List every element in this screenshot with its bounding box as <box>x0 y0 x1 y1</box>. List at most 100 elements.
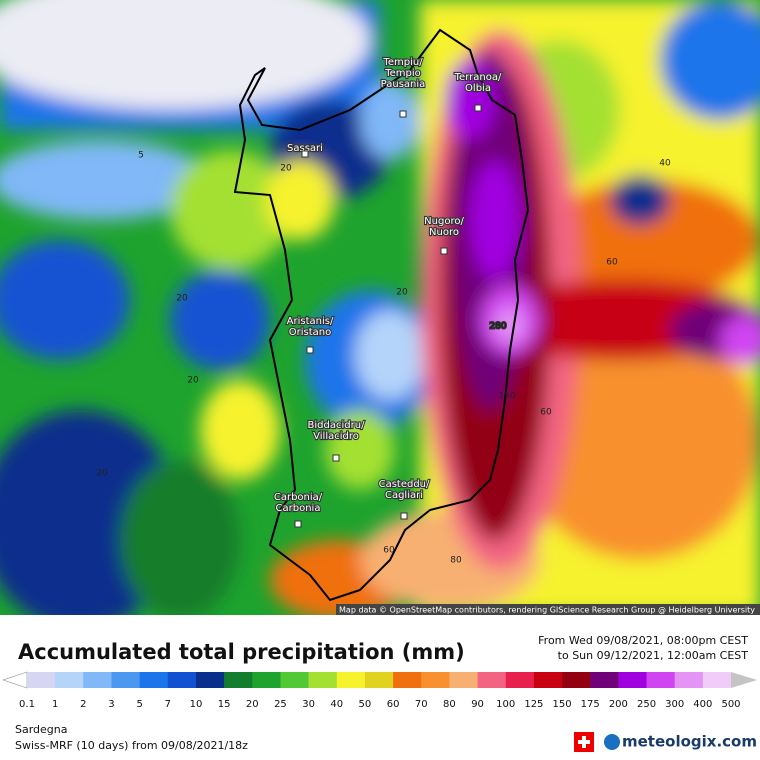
city-label: Nuoro <box>429 227 459 238</box>
scale-box <box>674 672 704 688</box>
legend-title: Accumulated total precipitation (mm) <box>18 640 465 664</box>
scale-tick-label: 25 <box>274 699 287 710</box>
city-marker <box>301 150 309 158</box>
contour-label: 150 <box>498 392 515 402</box>
scale-tick-label: 200 <box>609 699 628 710</box>
scale-box <box>139 672 169 688</box>
coastline <box>233 28 530 602</box>
city-label: Biddacidru/ <box>308 420 366 431</box>
city-label: Oristano <box>289 327 331 338</box>
scale-box <box>618 672 647 688</box>
region: Sardegna <box>15 723 68 736</box>
scale-tick-label: 500 <box>721 699 740 710</box>
period-from: From Wed 09/08/2021, 08:00pm CEST <box>538 634 748 647</box>
scale-tick-label: 70 <box>415 699 428 710</box>
city-label: Sassari <box>287 143 323 154</box>
contour-label: 20 <box>187 376 199 386</box>
scale-box <box>702 672 732 688</box>
scale-box <box>364 672 394 688</box>
city-label: Carbonia <box>276 503 321 514</box>
scale-tick-label: 50 <box>359 699 372 710</box>
scale-tick-label: 15 <box>218 699 231 710</box>
city-marker <box>474 104 482 112</box>
city-label: Nugoro/ <box>424 216 464 227</box>
swiss-cross <box>578 736 590 748</box>
period-to: to Sun 09/12/2021, 12:00am CEST <box>558 649 749 662</box>
scale-box <box>646 672 675 688</box>
scale-box <box>83 672 112 688</box>
scale-box <box>111 672 140 688</box>
contour-label: 60 <box>606 258 618 268</box>
city-label: Casteddu/ <box>379 479 430 490</box>
city-label: Olbia <box>465 83 491 94</box>
city-label: Tempiu/ <box>382 57 423 68</box>
scale-tick-label: 400 <box>693 699 712 710</box>
scale-tick-label: 60 <box>387 699 400 710</box>
city-marker <box>399 110 407 118</box>
scale-box <box>590 672 619 688</box>
city-label: Pausania <box>381 79 426 90</box>
scale-box <box>27 672 56 688</box>
scale-tick-label: 300 <box>665 699 684 710</box>
color-scale: 0.1 1 2 3 5 7 10 15 20 25 30 40 50 60 70 80 90 100 125 150 1… <box>2 671 757 710</box>
contour-label: 40 <box>659 159 671 169</box>
scale-tick-label: 5 <box>136 699 142 710</box>
city-marker <box>440 247 448 255</box>
city-label: Tempio <box>384 68 421 79</box>
contour-label: 80 <box>450 556 462 566</box>
contour-label: 60 <box>383 546 395 556</box>
scale-tick-label: 1 <box>52 699 58 710</box>
scale-box <box>505 672 535 688</box>
scale-tick-label: 90 <box>471 699 484 710</box>
scale-tick-label: 80 <box>443 699 456 710</box>
scale-arrow-low <box>2 671 28 689</box>
scale-tick-label: 2 <box>80 699 86 710</box>
city-marker <box>306 346 314 354</box>
attribution-bg <box>336 604 760 615</box>
scale-tick-label: 0.1 <box>19 699 35 710</box>
brand-logo <box>604 734 620 750</box>
scale-box <box>421 672 450 688</box>
contour-label: 280 <box>489 322 506 332</box>
scale-box <box>280 672 309 688</box>
scale-tick-label: 20 <box>246 699 259 710</box>
brand[interactable]: meteologix.com <box>622 733 757 751</box>
contour-label: 20 <box>96 469 108 479</box>
scale-box <box>336 672 366 688</box>
scale-box <box>308 672 338 688</box>
contour-label: 20 <box>176 294 188 304</box>
scale-tick-label: 3 <box>108 699 114 710</box>
scale-box <box>55 672 84 688</box>
attribution: Map data © OpenStreetMap contributors, r… <box>339 606 755 615</box>
scale-tick-label: 150 <box>552 699 571 710</box>
city-label: Aristanis/ <box>287 316 334 327</box>
scale-tick-label: 40 <box>330 699 343 710</box>
scale-tick-label: 10 <box>190 699 203 710</box>
scale-tick-label: 175 <box>581 699 600 710</box>
city-label: Terranoa/ <box>454 72 502 83</box>
scale-box <box>167 672 197 688</box>
scale-box <box>393 672 422 688</box>
city-label: Villacidro <box>313 431 359 442</box>
contour-label: 20 <box>280 164 292 174</box>
scale-box <box>224 672 253 688</box>
scale-tick-label: 30 <box>302 699 315 710</box>
scale-box <box>533 672 563 688</box>
city-marker <box>332 454 340 462</box>
scale-tick-label: 7 <box>165 699 171 710</box>
contour-label: 5 <box>138 151 144 161</box>
scale-arrow-high <box>731 672 757 688</box>
scale-box <box>449 672 478 688</box>
scale-tick-label: 125 <box>524 699 543 710</box>
scale-tick-label: 100 <box>496 699 515 710</box>
city-marker <box>294 520 302 528</box>
scale-box <box>562 672 591 688</box>
scale-tick-label: 250 <box>637 699 656 710</box>
scale-box <box>477 672 507 688</box>
model-run: Swiss-MRF (10 days) from 09/08/2021/18z <box>15 739 248 752</box>
scale-box <box>252 672 281 688</box>
contour-label: 20 <box>396 288 408 298</box>
city-marker <box>400 512 408 520</box>
